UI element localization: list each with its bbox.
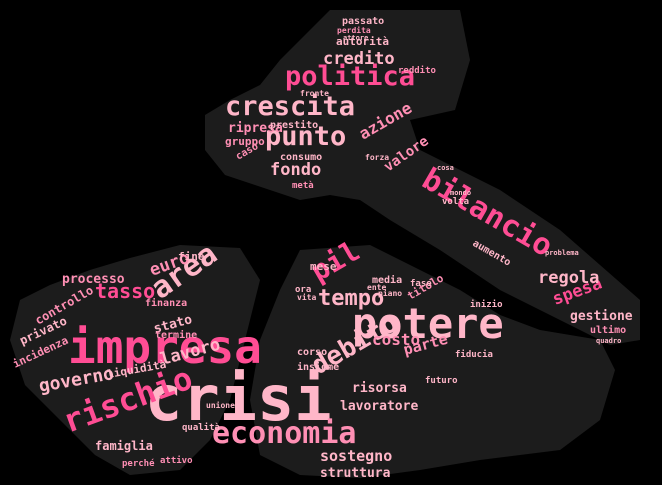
word-vita: vita [297,292,316,302]
word-inizio: inizio [470,299,503,310]
word-tasso: tasso [95,279,155,303]
word-prestito: prestito [270,119,318,131]
word-autorita: autorità [336,35,389,48]
word-attore: attore [343,34,368,42]
cloud-shapes [10,10,640,478]
word-struttura: struttura [320,466,391,481]
word-unione: unione [206,400,235,410]
word-mondo: mondo [450,189,471,197]
word-attivo: attivo [160,455,193,466]
word-impresa: impresa [68,320,262,374]
word-ora: ora [295,285,311,295]
word-famiglia: famiglia [95,439,153,453]
word-insieme: insieme [297,361,339,373]
center-shape [250,245,615,478]
word-quadro: quadro [596,337,621,345]
word-credito: credito [323,49,395,69]
word-lavoratore: lavoratore [340,399,418,414]
word-consumo: consumo [280,152,322,163]
word-fondo: fondo [270,160,321,180]
word-reddito: reddito [398,65,436,76]
word-forza: forza [365,153,389,162]
word-economia: economia [212,416,357,451]
word-termine: termine [155,329,197,341]
word-regola: regola [538,268,599,288]
word-ultimo: ultimo [590,324,626,336]
word-gestione: gestione [570,309,633,324]
word-crisi: crisi [145,362,332,435]
word-costo: costo [372,330,420,349]
word-ente: ente [367,283,386,292]
word-corso: corso [297,347,327,358]
word-crescita: crescita [225,91,355,122]
word-cosa: cosa [437,164,454,172]
word-problema: problema [545,249,579,257]
word-politica: politica [285,61,415,92]
word-ripresa: ripresa [228,121,283,136]
word-tempo: tempo [318,286,384,311]
word-processo: processo [62,272,125,287]
word-fase: fase [410,279,432,289]
word-futuro: futuro [425,376,458,386]
axe-shape [205,10,640,345]
word-volta: volta [442,197,469,207]
word-fiducia: fiducia [455,349,493,360]
word-piano: piano [378,288,402,298]
word-perche: perché [122,458,155,469]
word-qualita: qualità [182,422,220,433]
word-fronte: fronte [300,89,329,98]
word-finanza: finanza [145,297,187,309]
word-passato: passato [342,16,384,27]
word-risorsa: risorsa [352,381,407,396]
left-shape [10,245,260,475]
word-perdita: perdita [337,25,371,35]
word-media: media [372,274,402,286]
word-mese: mese [310,260,337,273]
word-gruppo: gruppo [225,135,265,148]
word-potere: potere [352,299,504,348]
word-fine: fine [178,250,205,263]
word-sostegno: sostegno [320,447,392,465]
word-meta: metà [292,181,314,191]
word-punto: punto [265,121,346,152]
